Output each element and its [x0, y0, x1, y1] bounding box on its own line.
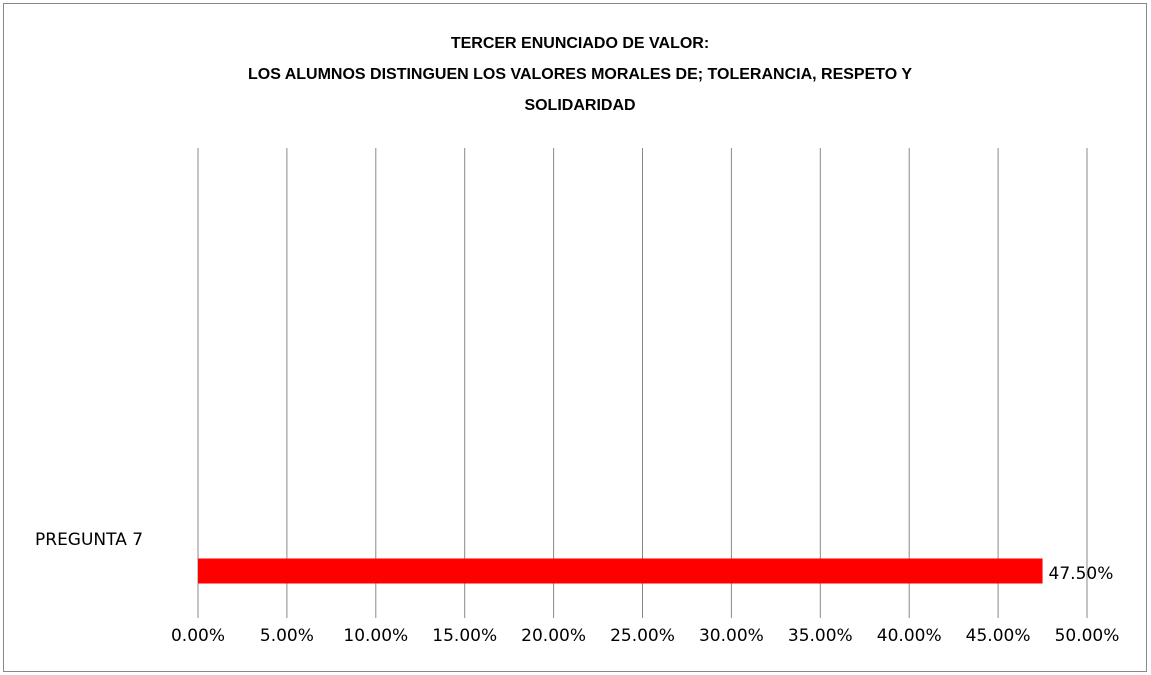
x-tick-label: 20.00%: [521, 626, 586, 646]
x-tick-label: 50.00%: [1055, 626, 1120, 646]
chart-title: LOS ALUMNOS DISTINGUEN LOS VALORES MORAL…: [248, 66, 912, 83]
x-tick-label: 5.00%: [260, 626, 314, 646]
chart-title: TERCER ENUNCIADO DE VALOR:: [451, 35, 709, 52]
x-tick-label: 0.00%: [171, 626, 225, 646]
chart-title: SOLIDARIDAD: [524, 97, 635, 114]
category-label: PREGUNTA 7: [35, 530, 143, 550]
x-tick-label: 15.00%: [432, 626, 497, 646]
x-tick-label: 25.00%: [610, 626, 675, 646]
x-tick-label: 40.00%: [877, 626, 942, 646]
x-tick-label: 10.00%: [343, 626, 408, 646]
x-tick-label: 30.00%: [699, 626, 764, 646]
x-tick-label: 45.00%: [966, 626, 1031, 646]
value-label: 47.50%: [1049, 564, 1114, 584]
bar: [198, 558, 1043, 584]
x-tick-label: 35.00%: [788, 626, 853, 646]
